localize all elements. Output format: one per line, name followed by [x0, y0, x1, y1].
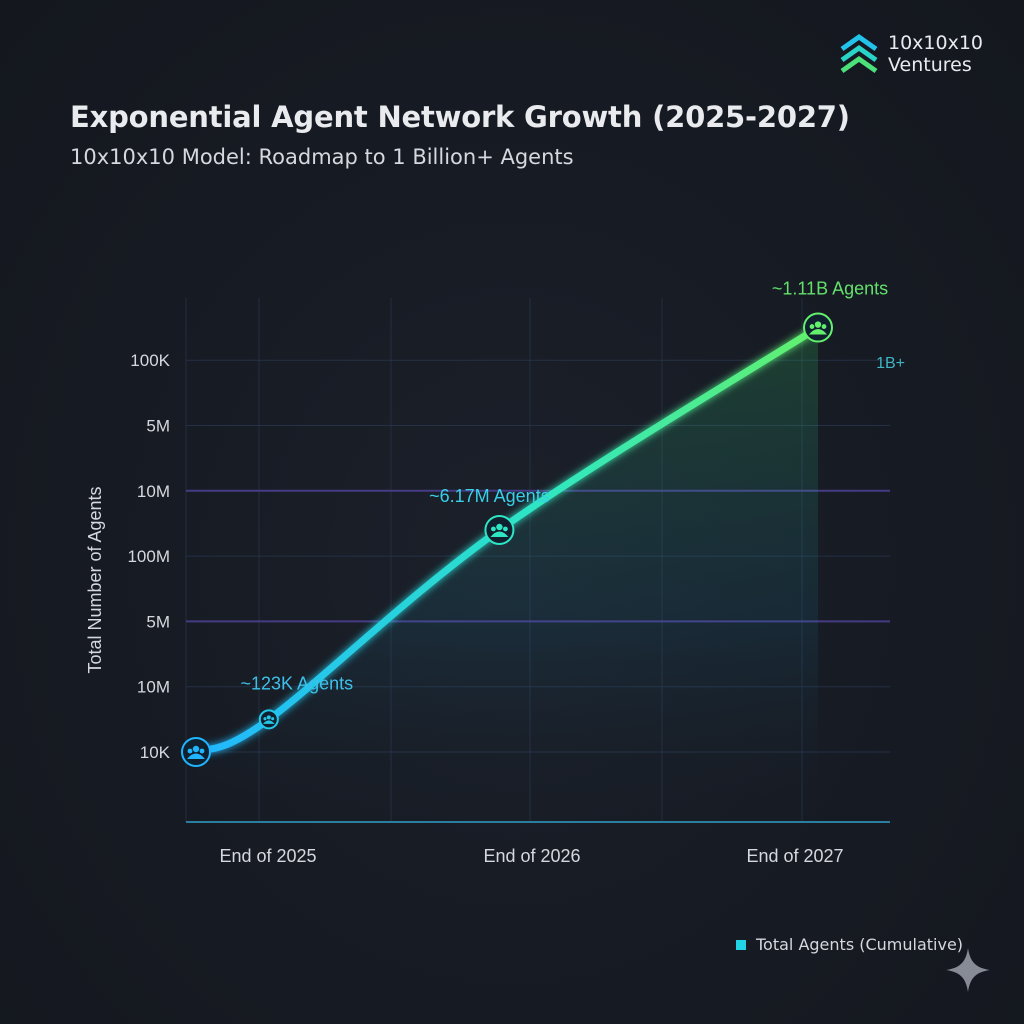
x-tick-label: End of 2026 [483, 846, 580, 866]
people-icon [490, 523, 509, 537]
x-tick-labels: End of 2025 End of 2026 End of 2027 [219, 846, 843, 866]
person-head [491, 526, 496, 532]
chart-title: Exponential Agent Network Growth (2025-2… [70, 100, 850, 134]
area-fill [196, 327, 818, 822]
legend: Total Agents (Cumulative) [736, 935, 963, 954]
y-tick-label: 5M [146, 612, 170, 631]
person-body [263, 720, 275, 724]
legend-swatch [736, 939, 746, 950]
brand-name: 10x10x10 Ventures [888, 32, 983, 76]
chevron-stack-icon [840, 33, 878, 74]
data-label: ~123K Agents [241, 673, 354, 693]
y-tick-label: 10K [140, 743, 171, 762]
x-tick-label: End of 2027 [746, 846, 843, 866]
people-icon [263, 715, 275, 724]
person-head [199, 748, 205, 754]
x-tick-label: End of 2025 [219, 846, 316, 866]
data-point-marker [181, 737, 211, 767]
person-head [266, 715, 271, 720]
sparkle-icon [946, 948, 990, 992]
person-head [271, 717, 275, 721]
person-body [809, 329, 827, 335]
series-line-total-agents [192, 324, 822, 756]
data-label: ~1.11B Agents [772, 279, 888, 299]
person-head [496, 523, 503, 531]
brand-name-line1: 10x10x10 [888, 32, 984, 54]
right-axis-label: 1B+ [876, 355, 905, 372]
brand-name-line2: Ventures [888, 54, 972, 76]
chart-subtitle: 10x10x10 Model: Roadmap to 1 Billion+ Ag… [70, 145, 574, 169]
y-tick-label: 100K [130, 351, 170, 370]
person-head [187, 748, 193, 754]
data-point-marker [803, 312, 833, 343]
y-axis-label: Total Number of Agents [85, 486, 105, 673]
person-head [814, 321, 822, 328]
person-body [490, 531, 509, 537]
person-head [263, 717, 267, 721]
y-tick-label: 10M [137, 678, 170, 697]
person-head [192, 745, 200, 753]
person-body [187, 753, 205, 759]
person-head [821, 324, 827, 329]
people-icon [809, 321, 827, 335]
person-head [503, 526, 508, 532]
people-icon [187, 745, 205, 759]
y-tick-label: 100M [127, 547, 170, 566]
person-head [809, 324, 815, 329]
data-point-marker [258, 709, 279, 730]
y-tick-label: 10M [137, 482, 170, 501]
milestone-markers: ~123K Agents ~6.17M Agents ~1.11B Agents [181, 279, 888, 767]
data-label: ~6.17M Agents [429, 486, 550, 506]
data-point-marker [484, 514, 515, 545]
y-tick-labels: 10K 10M 5M 100M 10M 5M 100K [127, 351, 170, 762]
legend-label: Total Agents (Cumulative) [756, 935, 964, 954]
brand-logo: 10x10x10 Ventures [838, 32, 983, 76]
y-tick-label: 5M [146, 417, 170, 436]
